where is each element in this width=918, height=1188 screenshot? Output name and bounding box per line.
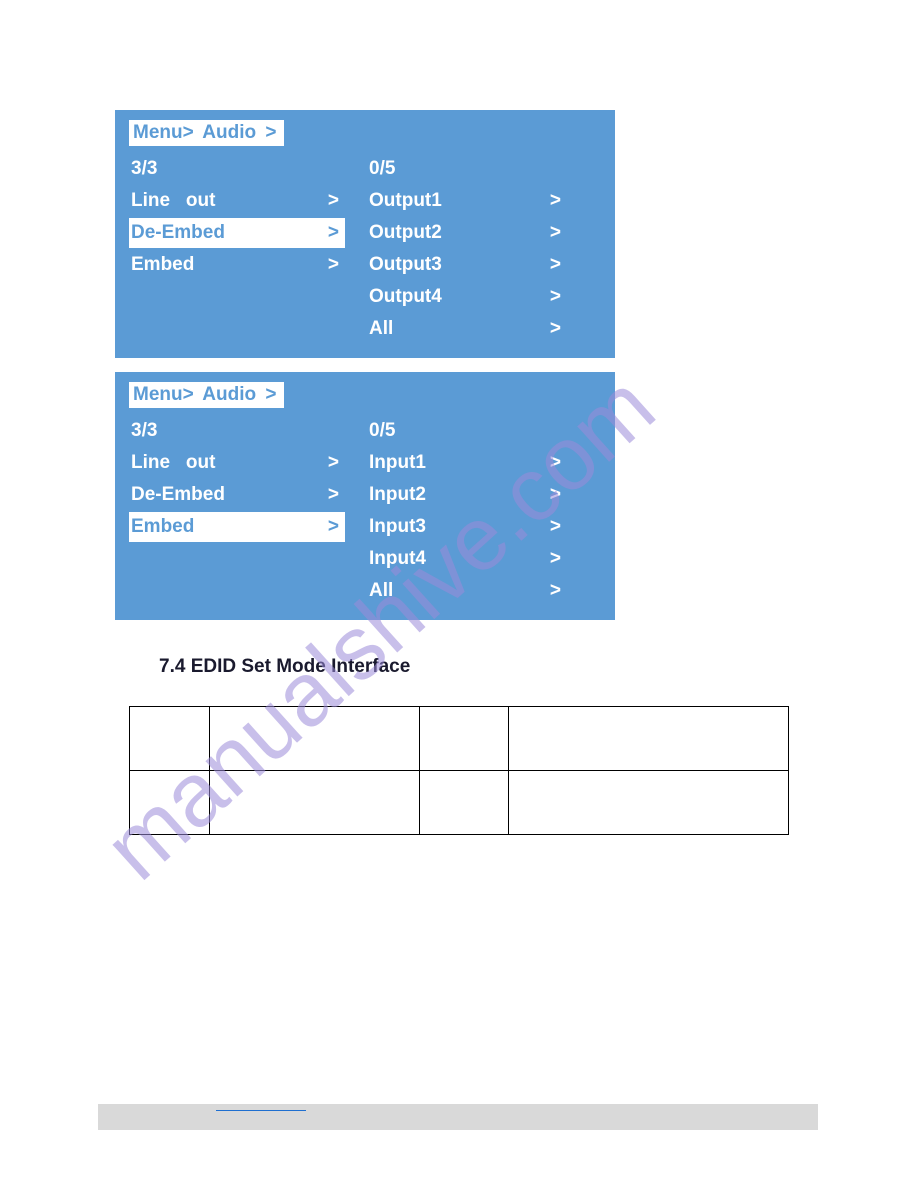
table-cell: [130, 707, 210, 771]
menu-count-left: 3/3: [129, 154, 345, 184]
menu-item-left[interactable]: Line out >: [129, 186, 345, 216]
breadcrumb: Menu> Audio >: [129, 120, 284, 146]
chevron-right-icon: >: [328, 516, 339, 538]
breadcrumb: Menu> Audio >: [129, 382, 284, 408]
count-label: 0/5: [369, 420, 395, 442]
footer-bar: [98, 1104, 818, 1130]
menu-item-left[interactable]: De-Embed >: [129, 218, 345, 248]
menu-item-right[interactable]: Output2 >: [367, 218, 567, 248]
chevron-right-icon: >: [550, 254, 561, 276]
chevron-right-icon: >: [328, 222, 339, 244]
menu-item-label: Input2: [369, 484, 426, 506]
chevron-right-icon: >: [550, 318, 561, 340]
chevron-right-icon: >: [550, 516, 561, 538]
menu-right-col: 0/5 Input1 > Input2 > Input3 > Input4 > All >: [367, 416, 567, 606]
menu-item-right[interactable]: Input1 >: [367, 448, 567, 478]
menu-item-label: All: [369, 580, 393, 602]
menu-item-right[interactable]: Output3 >: [367, 250, 567, 280]
menu-count-right: 0/5: [367, 154, 567, 184]
menu-panel-1: Menu> Audio > 3/3 Line out > De-Embed > Embed >…: [115, 372, 615, 620]
chevron-right-icon: >: [550, 286, 561, 308]
menu-item-label: Output2: [369, 222, 442, 244]
footer-link: [216, 1110, 306, 1111]
menu-item-label: Output1: [369, 190, 442, 212]
menu-item-label: Embed: [131, 516, 194, 538]
chevron-right-icon: >: [550, 190, 561, 212]
menu-item-label: De-Embed: [131, 222, 225, 244]
menu-item-label: Line out: [131, 452, 215, 474]
chevron-right-icon: >: [550, 222, 561, 244]
chevron-right-icon: >: [328, 254, 339, 276]
menu-item-label: Input4: [369, 548, 426, 570]
menu-item-label: De-Embed: [131, 484, 225, 506]
table-cell: [509, 707, 789, 771]
menu-item-left[interactable]: Line out >: [129, 448, 345, 478]
table-cell: [209, 771, 419, 835]
menu-item-label: Output3: [369, 254, 442, 276]
section-title: 7.4 EDID Set Mode Interface: [159, 656, 803, 678]
menu-item-label: Input3: [369, 516, 426, 538]
count-label: 3/3: [131, 420, 157, 442]
menu-item-right[interactable]: Input3 >: [367, 512, 567, 542]
table-cell: [209, 707, 419, 771]
menu-body: 3/3Line out>De-Embed>Embed>0/5Output1>Ou…: [129, 154, 601, 344]
menu-right-col: 0/5 Output1 > Output2 > Output3 > Output4 > All >: [367, 154, 567, 344]
menu-body: 3/3Line out>De-Embed>Embed>0/5Input1>Inp…: [129, 416, 601, 606]
table-cell: [419, 771, 509, 835]
table-cell: [419, 707, 509, 771]
menu-item-left[interactable]: De-Embed >: [129, 480, 345, 510]
chevron-right-icon: >: [550, 452, 561, 474]
table-cell: [130, 771, 210, 835]
count-label: 0/5: [369, 158, 395, 180]
edid-table: [129, 706, 789, 835]
chevron-right-icon: >: [550, 548, 561, 570]
menu-item-label: Input1: [369, 452, 426, 474]
table-row: [130, 707, 789, 771]
menu-left-col: 3/3 Line out > De-Embed > Embed >: [129, 154, 345, 344]
menu-item-left[interactable]: Embed >: [129, 512, 345, 542]
menu-item-right[interactable]: All >: [367, 314, 567, 344]
table-row: [130, 771, 789, 835]
menu-item-left[interactable]: Embed >: [129, 250, 345, 280]
menu-item-right[interactable]: Input4 >: [367, 544, 567, 574]
chevron-right-icon: >: [328, 452, 339, 474]
menu-item-label: Output4: [369, 286, 442, 308]
chevron-right-icon: >: [328, 484, 339, 506]
chevron-right-icon: >: [550, 484, 561, 506]
menu-item-right[interactable]: Input2 >: [367, 480, 567, 510]
menu-item-label: All: [369, 318, 393, 340]
menu-item-right[interactable]: All >: [367, 576, 567, 606]
menu-item-right[interactable]: Output4 >: [367, 282, 567, 312]
menu-panel-0: Menu> Audio > 3/3 Line out > De-Embed > Embed >…: [115, 110, 615, 358]
menu-left-col: 3/3 Line out > De-Embed > Embed >: [129, 416, 345, 606]
menu-count-right: 0/5: [367, 416, 567, 446]
menu-count-left: 3/3: [129, 416, 345, 446]
chevron-right-icon: >: [328, 190, 339, 212]
menu-item-right[interactable]: Output1 >: [367, 186, 567, 216]
table-cell: [509, 771, 789, 835]
chevron-right-icon: >: [550, 580, 561, 602]
menu-item-label: Line out: [131, 190, 215, 212]
count-label: 3/3: [131, 158, 157, 180]
menu-item-label: Embed: [131, 254, 194, 276]
